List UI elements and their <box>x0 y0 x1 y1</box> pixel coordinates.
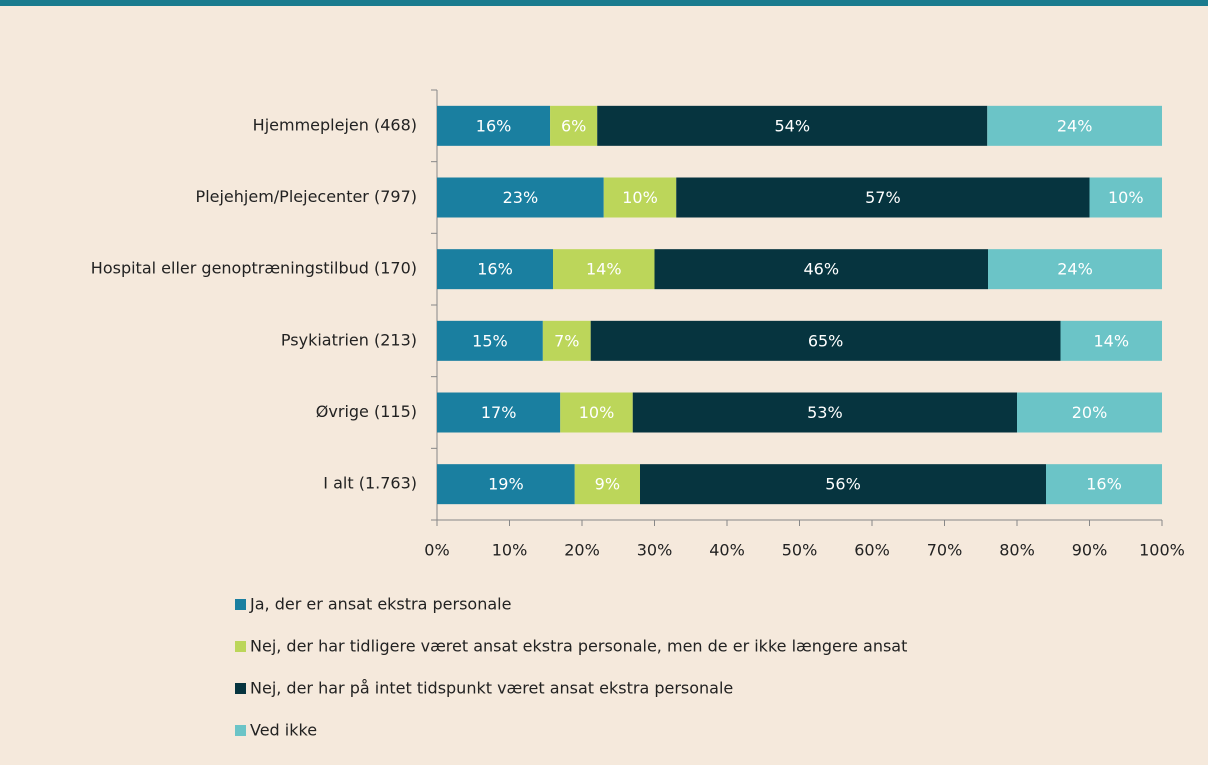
y-tick-label: Psykiatrien (213) <box>281 330 417 349</box>
data-label: 9% <box>595 475 620 494</box>
data-label: 7% <box>554 331 579 350</box>
data-label: 56% <box>825 475 861 494</box>
y-tick-label: Øvrige (115) <box>316 402 417 421</box>
bar-segment <box>437 177 604 218</box>
legend-swatch <box>235 599 246 610</box>
bar-segment <box>1017 392 1162 433</box>
x-tick-label: 40% <box>709 541 745 560</box>
bar-segment <box>597 105 988 146</box>
bar-segment <box>437 392 561 433</box>
x-tick-label: 80% <box>999 541 1035 560</box>
legend-label: Ved ikke <box>250 721 317 740</box>
data-label: 6% <box>561 116 586 135</box>
data-label: 65% <box>808 331 844 350</box>
x-tick-label: 10% <box>492 541 528 560</box>
top-band <box>0 0 1208 6</box>
data-label: 23% <box>503 188 539 207</box>
data-label: 10% <box>622 188 658 207</box>
bar-segment <box>574 464 640 505</box>
data-label: 10% <box>579 403 615 422</box>
data-label: 16% <box>477 260 513 279</box>
bar-segment <box>1089 177 1162 218</box>
legend-label: Nej, der har på intet tidspunkt været an… <box>250 679 733 698</box>
bar-segment <box>437 464 575 505</box>
bar-segment <box>603 177 677 218</box>
legend-swatch <box>235 725 246 736</box>
data-label: 19% <box>488 475 524 494</box>
x-tick-label: 70% <box>927 541 963 560</box>
bar-segment <box>640 464 1046 505</box>
bar-segment <box>1046 464 1162 505</box>
data-label: 20% <box>1072 403 1108 422</box>
data-label: 10% <box>1108 188 1144 207</box>
legend-label: Nej, der har tidligere været ansat ekstr… <box>250 637 907 656</box>
legend-swatch <box>235 641 246 652</box>
bar-segment <box>676 177 1090 218</box>
bar-segment <box>550 105 598 146</box>
legend-swatch <box>235 683 246 694</box>
data-label: 14% <box>586 260 622 279</box>
data-label: 54% <box>774 116 810 135</box>
bar-segment <box>437 105 551 146</box>
x-tick-label: 60% <box>854 541 890 560</box>
x-tick-label: 50% <box>782 541 818 560</box>
x-tick-label: 90% <box>1072 541 1108 560</box>
data-label: 16% <box>1086 475 1122 494</box>
data-label: 53% <box>807 403 843 422</box>
bar-segment <box>632 392 1017 433</box>
bar-segment <box>1060 320 1162 361</box>
bar-segment <box>542 320 591 361</box>
bar-segment <box>590 320 1061 361</box>
y-tick-label: Hospital eller genoptræningstilbud (170) <box>91 259 417 278</box>
bar-segment <box>988 249 1162 290</box>
legend-label: Ja, der er ansat ekstra personale <box>249 595 511 614</box>
data-label: 57% <box>865 188 901 207</box>
bar-segment <box>437 249 553 290</box>
bar-segment <box>437 320 543 361</box>
y-tick-label: I alt (1.763) <box>323 474 417 493</box>
data-label: 15% <box>472 331 508 350</box>
data-label: 17% <box>481 403 517 422</box>
x-tick-label: 0% <box>424 541 449 560</box>
y-tick-label: Hjemmeplejen (468) <box>253 115 417 134</box>
bar-segment <box>654 249 988 290</box>
x-tick-label: 30% <box>637 541 673 560</box>
x-tick-label: 20% <box>564 541 600 560</box>
y-tick-label: Plejehjem/Plejecenter (797) <box>196 187 417 206</box>
x-tick-label: 100% <box>1139 541 1185 560</box>
bar-segment <box>987 105 1162 146</box>
data-label: 46% <box>803 260 839 279</box>
bar-segment <box>560 392 633 433</box>
bar-segment <box>553 249 655 290</box>
data-label: 14% <box>1093 331 1129 350</box>
data-label: 24% <box>1057 260 1093 279</box>
data-label: 16% <box>476 116 512 135</box>
data-label: 24% <box>1057 116 1093 135</box>
